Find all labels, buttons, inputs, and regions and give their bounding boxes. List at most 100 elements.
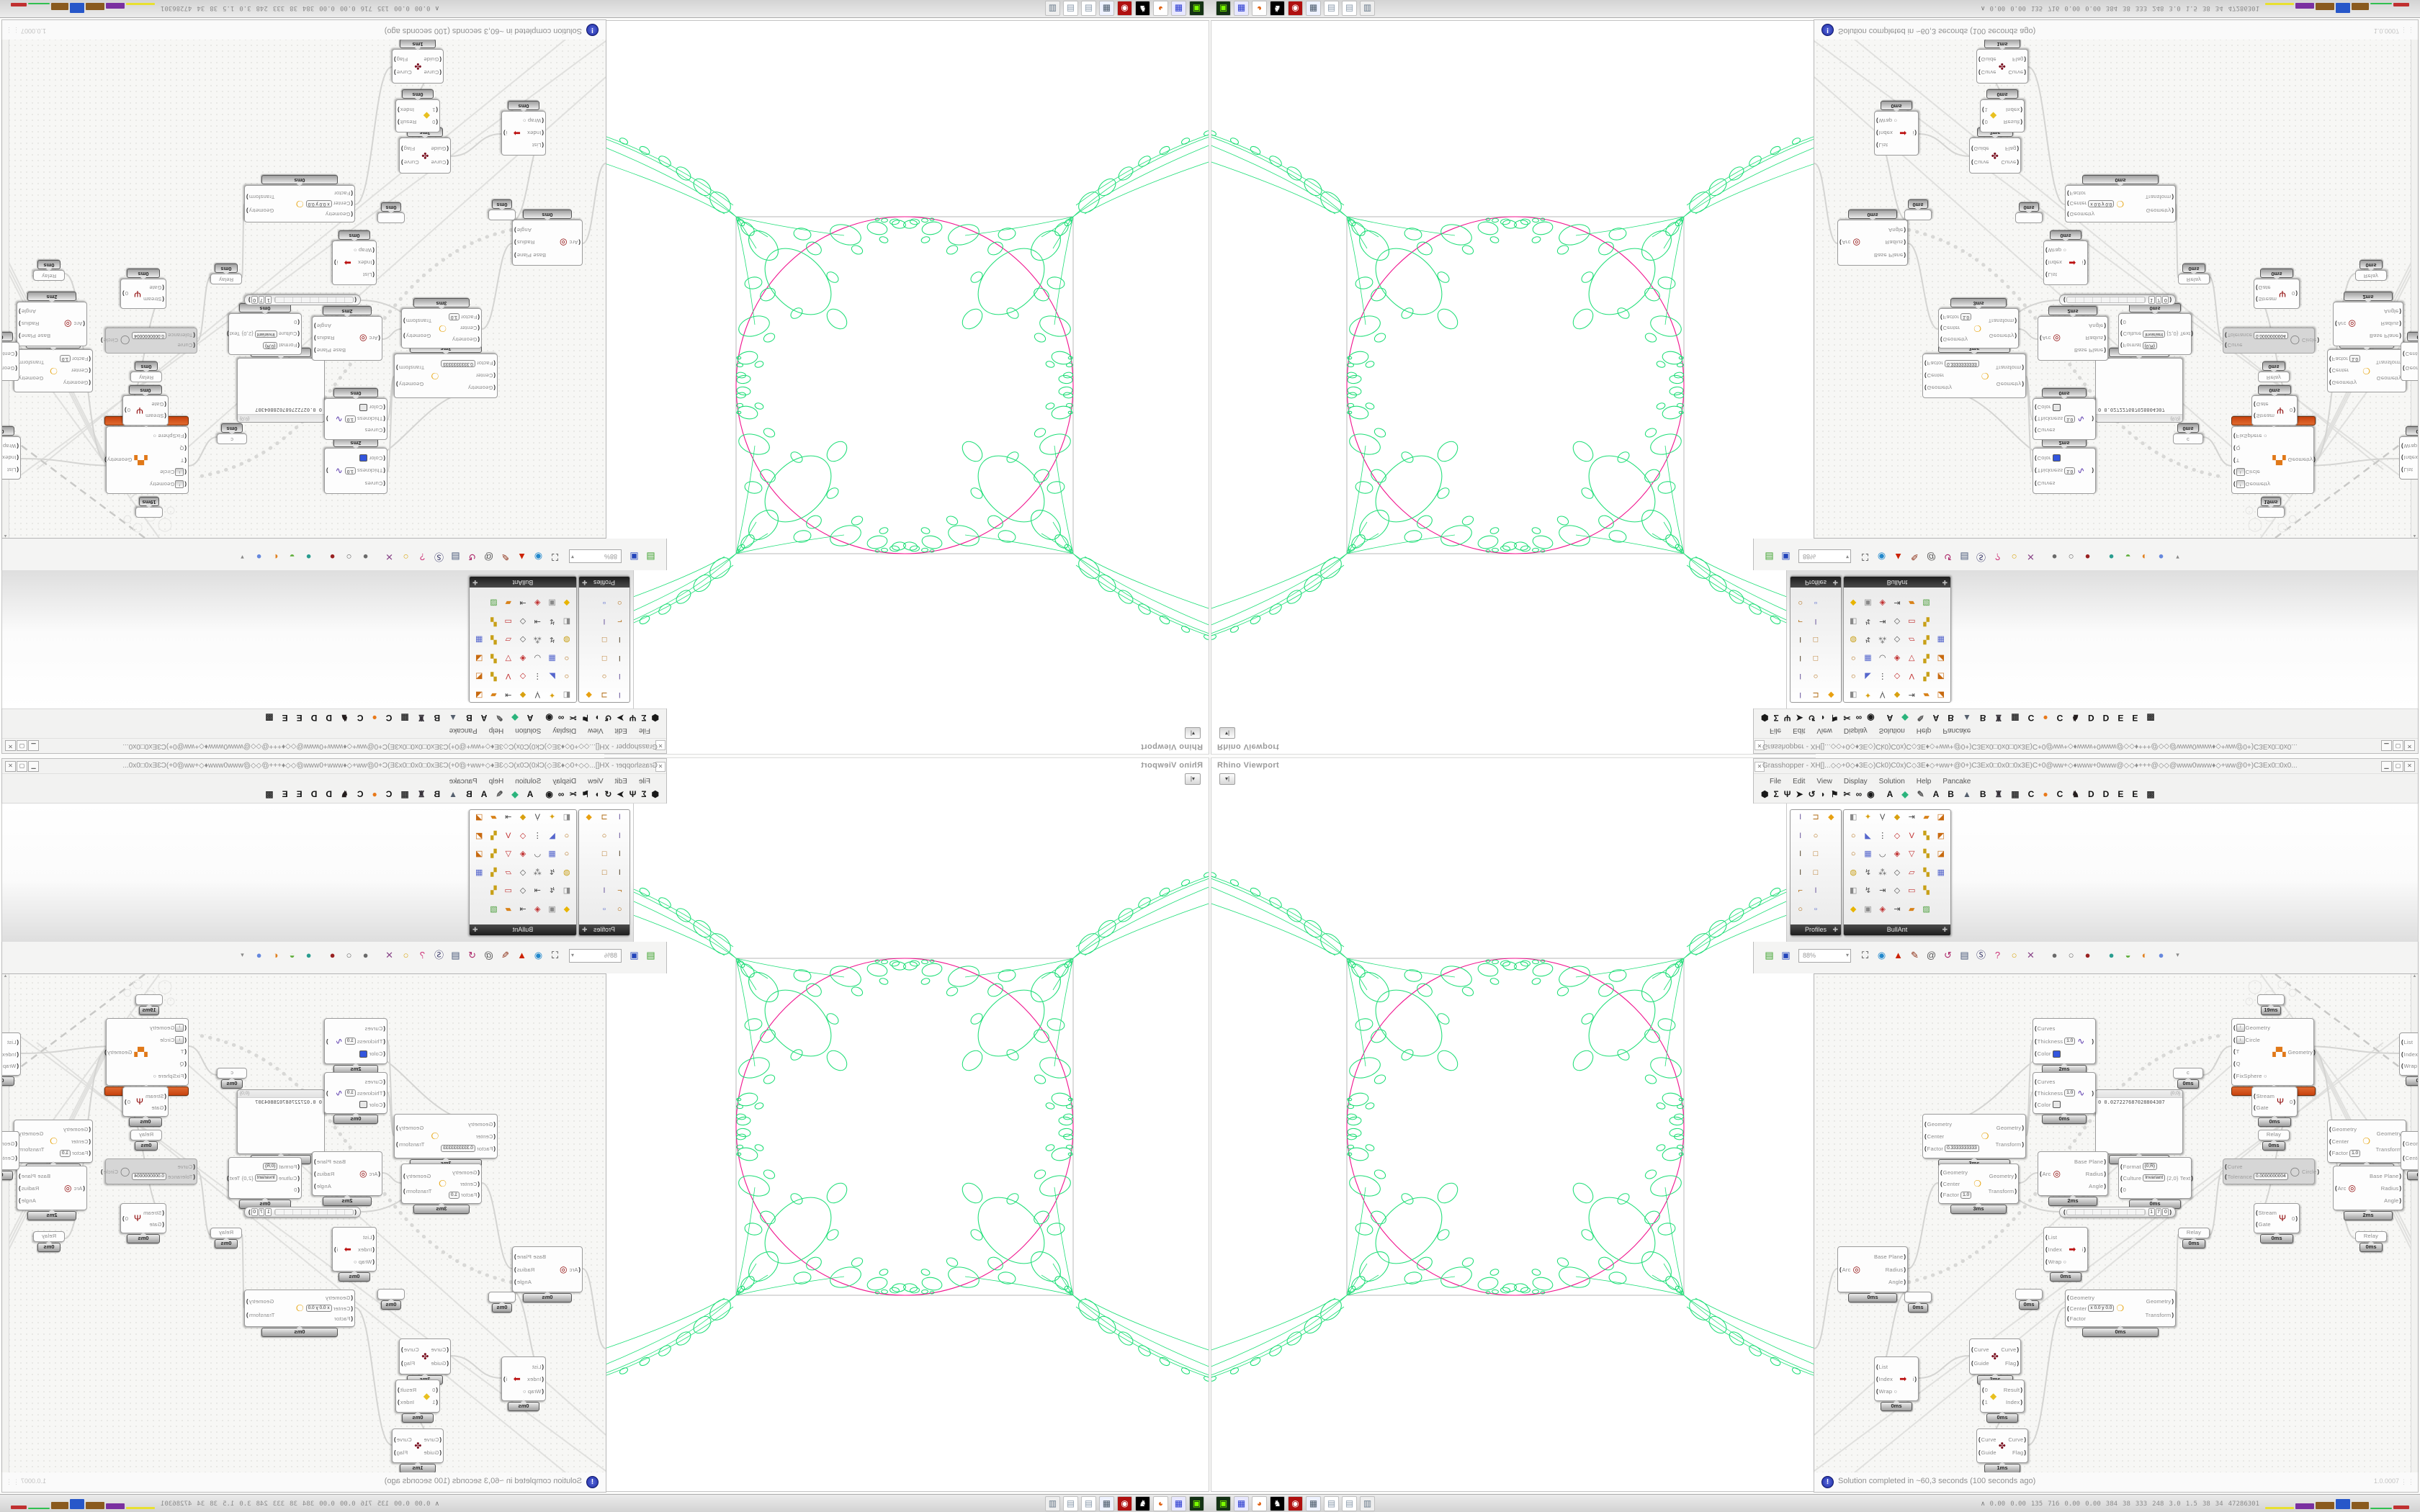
maximize-button[interactable]: ▢	[2393, 740, 2403, 751]
component-icon[interactable]: ○	[1850, 672, 1856, 681]
blob-teal-icon[interactable]: ●	[305, 950, 312, 960]
tab-glyph-icon-6[interactable]: ⚑	[581, 789, 590, 799]
resize-grip[interactable]: ⋮⋮	[5, 27, 19, 34]
gh-node-format[interactable]: (Format {0;R}(Culture Invariant(0 {2,0} Tex…	[227, 1157, 302, 1209]
menu-help[interactable]: Help	[1916, 726, 1932, 734]
component-icon[interactable]: ◩	[1937, 672, 1945, 681]
tab-letter-3[interactable]: A	[1932, 713, 1940, 723]
component-icon[interactable]: ↯	[548, 635, 556, 644]
gh-node-format[interactable]: (Format {0;R}(Culture Invariant(0 {2,0} Tex…	[227, 303, 302, 355]
component-icon[interactable]: ◇	[1894, 831, 1901, 840]
value-chip[interactable]: x 0.0 y 0.0	[2088, 200, 2115, 207]
gh-node-arcR[interactable]: (Arc ◎ Base Plane) Radius) Angle) 2ms	[2333, 1166, 2403, 1220]
component-icon[interactable]: ◇	[1894, 672, 1901, 681]
value-chip[interactable]: Invariant	[254, 1174, 277, 1182]
component-icon[interactable]: ◩	[475, 831, 483, 840]
gh-node-list2[interactable]: (List(Index(Wrap ○ ➡ i) 0ms	[2043, 230, 2088, 285]
component-icon[interactable]: ◩	[475, 672, 483, 681]
tab-letter-5[interactable]: ▲	[1962, 789, 1971, 799]
tab-glyph-icon-0[interactable]: ⬢	[651, 713, 659, 723]
component-icon[interactable]: ○	[617, 904, 622, 914]
component-icon[interactable]	[472, 608, 486, 627]
tab-letter-4[interactable]: B	[466, 713, 472, 723]
gh-node-circDis[interactable]: (Curve(Tolerance 0.0000000004 ◯ Circle)	[2223, 1158, 2319, 1184]
grasshopper-canvas[interactable]: ▲ (↑ Geometry(↓ Circle(T(Q(FixSphere ○ ▞▚ Ge…	[1814, 973, 2419, 1474]
bullant-expand-icon[interactable]: ✚	[1942, 579, 1948, 586]
component-icon[interactable]: ▚	[1923, 654, 1930, 662]
gh-node-relayD[interactable]: Relay 0ms	[210, 1228, 242, 1248]
component-icon[interactable]: ◣	[549, 831, 555, 840]
tab-glyph-icon-0[interactable]: ⬢	[651, 789, 659, 799]
component-icon[interactable]: ◣	[549, 672, 555, 681]
tab-letter-12[interactable]: ♞	[2071, 789, 2079, 799]
component-icon[interactable]: ▚	[490, 654, 497, 662]
gh-node-relayA[interactable]: Relay 0ms	[2258, 361, 2290, 382]
tab-letter-11[interactable]: C	[357, 789, 364, 799]
value-chip[interactable]: x 0.0 y 0.0	[2088, 1305, 2115, 1312]
sketch-flame-icon[interactable]: ▲	[517, 552, 526, 562]
component-icon[interactable]: □	[601, 635, 607, 644]
tab-glyph-icon-2[interactable]: Ψ	[629, 713, 637, 723]
tab-letter-11[interactable]: C	[2056, 713, 2063, 723]
component-icon[interactable]: ⇥	[519, 598, 526, 608]
component-icon[interactable]: ▦	[475, 868, 483, 877]
component-icon[interactable]: I	[1799, 868, 1802, 877]
gh-node-gate1[interactable]: (Stream(Gate Ψ 0) 0ms	[122, 385, 169, 426]
component-icon[interactable]: ◪	[1937, 813, 1945, 822]
lightbulb-icon[interactable]: ○	[403, 950, 409, 960]
menu-solution[interactable]: Solution	[1878, 778, 1905, 786]
gh-node-relayB[interactable]: 0ms	[1904, 1292, 1932, 1313]
gha-reload-icon[interactable]: ↺	[1944, 552, 1952, 562]
component-icon[interactable]: □	[1813, 850, 1819, 858]
value-chip[interactable]: {0;R}	[262, 342, 278, 349]
preview-off-icon[interactable]: ●	[362, 950, 369, 960]
component-icon[interactable]: ◧	[1849, 886, 1857, 895]
gh-node-relayE[interactable]: Relay 0ms	[33, 260, 65, 281]
preview-shaded-icon[interactable]: ●	[329, 552, 336, 562]
gh-node-trim[interactable]: (↑ Geometry(↓ Circle(T(Q(FixSphere ○ ▞▚ Geom…	[104, 416, 189, 494]
component-icon[interactable]: ↯	[548, 868, 556, 877]
canvas-zoom-combo[interactable]: 88% ▾	[1798, 549, 1851, 563]
component-icon[interactable]: ▭	[1908, 617, 1916, 626]
firefox-icon[interactable]: ◕	[1153, 1, 1168, 16]
gh-node-geomClip[interactable]: (Geometry(Center )0ms	[1, 332, 19, 381]
gh-node-gate2[interactable]: (Stream(Gate Ψ 0) 0ms	[2254, 1203, 2300, 1243]
component-icon[interactable]: ◆	[586, 813, 592, 822]
floppy-64-icon[interactable]: ▦	[1234, 1, 1249, 16]
value-chip[interactable]: x 0.0 y 0.0	[305, 1305, 332, 1312]
value-chip[interactable]: 0.0000000004	[132, 1173, 166, 1180]
component-icon[interactable]: ◈	[1879, 598, 1886, 608]
value-chip[interactable]: 1.0	[2349, 355, 2361, 363]
notepad2-icon[interactable]: ▤	[1342, 1496, 1357, 1511]
search-s-icon[interactable]: Ⓢ	[434, 552, 444, 562]
floppy-64-icon[interactable]: ▦	[1171, 1496, 1186, 1511]
gh-node-scaleR[interactable]: (Geometry(Center(Factor1.0❍Geometry)Tran…	[2327, 339, 2406, 392]
menu-pancake[interactable]: Pancake	[449, 726, 478, 734]
up-arrow-button[interactable]: ↑	[2236, 1024, 2245, 1032]
palette-profiles[interactable]: I ⊐ ◆ I ○ I □ I □ ⌐ I ○ ▫ Profiles ✚	[1790, 809, 1842, 936]
mention-icon[interactable]: @	[1926, 552, 1937, 562]
resize-grip[interactable]: ⋮⋮	[2401, 1478, 2415, 1485]
tab-letter-0[interactable]: A	[1886, 713, 1894, 723]
mention-icon[interactable]: @	[483, 950, 494, 960]
component-icon[interactable]: ▦	[1937, 635, 1945, 644]
rhino-viewport[interactable]: Rhino Viewport ▾|	[604, 757, 1209, 1492]
gh-node-scale10b[interactable]: (Geometry(Center(Factor 1.0 ❍ Geometry) Tran…	[1938, 1164, 2019, 1214]
component-icon[interactable]: V	[1909, 672, 1914, 681]
gh-node-format[interactable]: (Format {0;R}(Culture Invariant(0 {2,0} Tex…	[2118, 1157, 2193, 1209]
tab-letter-4[interactable]: B	[466, 789, 472, 799]
tab-glyph-icon-8[interactable]: ∞	[557, 713, 565, 723]
component-icon[interactable]: I	[1799, 672, 1802, 681]
component-icon[interactable]: I	[1799, 831, 1802, 840]
gh-node-scaleR[interactable]: (Geometry(Center(Factor1.0❍Geometry)Tran…	[14, 1120, 93, 1173]
component-icon[interactable]: I	[1799, 654, 1802, 662]
value-chip[interactable]: 1.0	[448, 313, 460, 321]
menu-display[interactable]: Display	[1843, 778, 1868, 786]
component-icon[interactable]: ◍	[563, 868, 570, 877]
component-icon[interactable]: ◣	[1865, 831, 1871, 840]
menu-solution[interactable]: Solution	[515, 726, 542, 734]
component-icon[interactable]: ▚	[1923, 635, 1930, 644]
tab-letter-11[interactable]: C	[2056, 789, 2063, 799]
component-icon[interactable]: ▚	[1923, 886, 1930, 895]
value-chip[interactable]: 1.0	[344, 1089, 356, 1097]
